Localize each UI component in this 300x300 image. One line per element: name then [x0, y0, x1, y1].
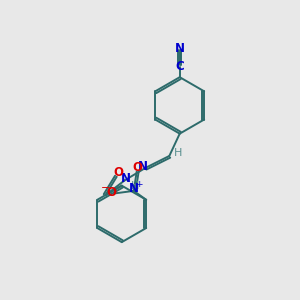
Text: O: O — [106, 186, 116, 199]
Text: N: N — [138, 160, 148, 173]
Text: +: + — [135, 180, 142, 189]
Text: C: C — [175, 60, 184, 73]
Text: H: H — [131, 181, 140, 191]
Text: N: N — [121, 172, 131, 185]
Text: N: N — [129, 182, 139, 195]
Text: −: − — [100, 184, 110, 194]
Text: O: O — [113, 166, 124, 179]
Text: H: H — [174, 148, 182, 158]
Text: O: O — [132, 161, 142, 174]
Text: N: N — [175, 42, 185, 56]
